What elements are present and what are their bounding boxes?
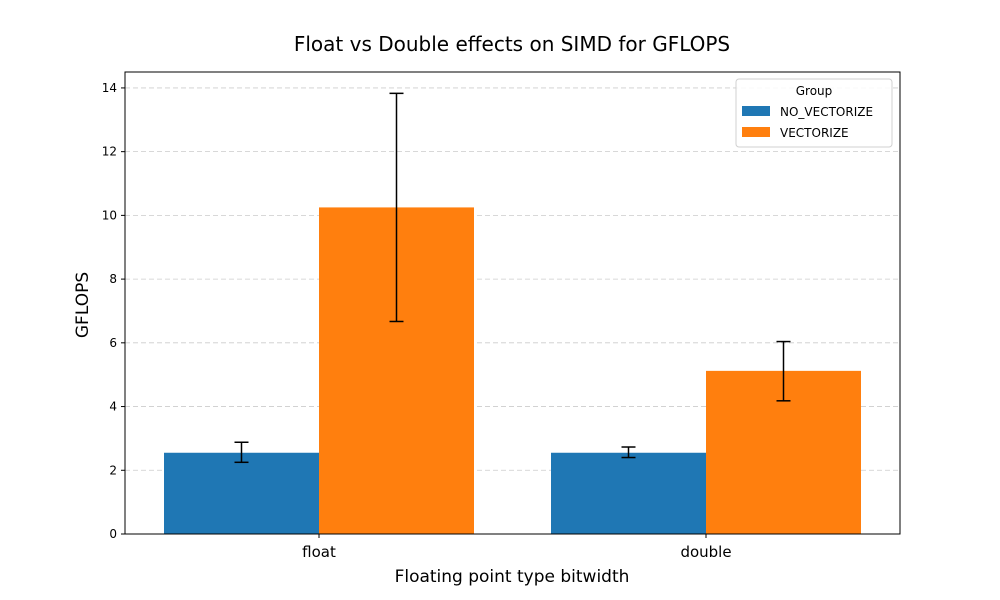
error-bar-vectorize-double	[776, 340, 791, 402]
legend: Group NO_VECTORIZE VECTORIZE	[735, 78, 893, 148]
x-axis-title: Floating point type bitwidth	[395, 567, 630, 587]
y-axis: 0 2 4 6 8 10 12 14	[102, 81, 125, 541]
x-tick-label: float	[302, 543, 336, 561]
x-tick-label: double	[680, 543, 731, 561]
y-axis-title: GFLOPS	[73, 272, 93, 338]
legend-label-vectorize: VECTORIZE	[780, 126, 849, 140]
legend-box	[735, 78, 893, 148]
legend-swatch-vectorize	[742, 127, 770, 137]
y-tick-label: 8	[109, 272, 117, 286]
y-tick-label: 12	[102, 145, 117, 159]
error-bar-no-vectorize-float	[234, 441, 249, 464]
x-axis: float double	[302, 534, 732, 561]
legend-label-no-vectorize: NO_VECTORIZE	[780, 105, 873, 119]
legend-swatch-no-vectorize	[742, 106, 770, 116]
error-bar-no-vectorize-double	[621, 446, 636, 459]
y-tick-label: 4	[109, 400, 117, 414]
y-tick-label: 10	[102, 208, 117, 222]
bar-no-vectorize-float	[164, 452, 319, 534]
error-bars	[234, 92, 791, 464]
y-tick-label: 0	[109, 527, 117, 541]
error-bar-vectorize-float	[389, 92, 404, 323]
chart-title: Float vs Double effects on SIMD for GFLO…	[294, 32, 730, 56]
plot-frame	[124, 71, 901, 535]
y-tick-label: 2	[109, 463, 117, 477]
y-tick-label: 14	[102, 81, 117, 95]
legend-title: Group	[796, 84, 833, 98]
bar-no-vectorize-double	[551, 452, 706, 534]
y-tick-label: 6	[109, 336, 117, 350]
